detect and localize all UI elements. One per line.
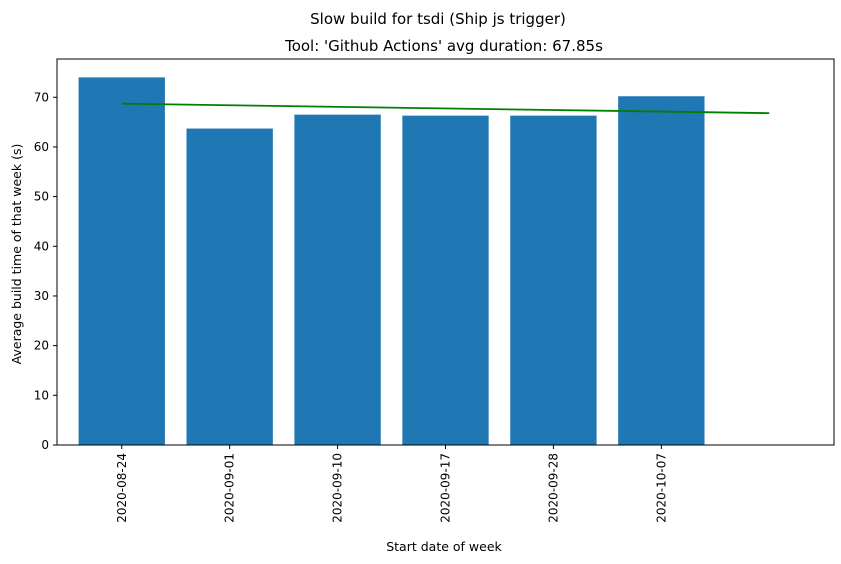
y-tick-label: 60 (34, 140, 49, 154)
x-tick-label: 2020-09-10 (331, 453, 345, 523)
bar-2020-10-07 (618, 96, 705, 445)
y-axis: 0 10 20 30 40 50 60 70 (34, 90, 57, 452)
y-tick-label: 40 (34, 239, 49, 253)
bar-2020-09-28 (510, 115, 597, 445)
y-tick-label: 70 (34, 90, 49, 104)
bar-2020-08-24 (78, 77, 165, 445)
bar-2020-09-17 (402, 115, 489, 445)
trend-line (121, 102, 770, 115)
y-tick-label: 0 (41, 438, 49, 452)
x-tick-label: 2020-08-24 (115, 453, 129, 523)
y-axis-label: Average build time of that week (s) (9, 144, 24, 365)
x-tick-label: 2020-09-01 (223, 453, 237, 523)
y-tick-label: 50 (34, 190, 49, 204)
y-tick-label: 30 (34, 289, 49, 303)
bar-2020-09-10 (294, 114, 381, 445)
y-tick-label: 10 (34, 388, 49, 402)
x-axis: 2020-08-24 2020-09-01 2020-09-10 2020-09-17… (115, 445, 668, 523)
x-axis-label: Start date of week (386, 539, 502, 554)
x-tick-label: 2020-09-17 (439, 453, 453, 523)
chart-suptitle: Slow build for tsdi (Ship js trigger) (310, 10, 566, 28)
x-tick-label: 2020-09-28 (546, 453, 560, 523)
chart-title: Tool: 'Github Actions' avg duration: 67.… (284, 37, 603, 55)
y-tick-label: 20 (34, 339, 49, 353)
x-tick-label: 2020-10-07 (654, 453, 668, 523)
bars-group (78, 77, 705, 445)
bar-2020-09-01 (186, 128, 273, 445)
